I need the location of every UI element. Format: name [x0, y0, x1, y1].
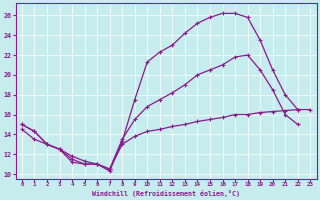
X-axis label: Windchill (Refroidissement éolien,°C): Windchill (Refroidissement éolien,°C) — [92, 190, 240, 197]
